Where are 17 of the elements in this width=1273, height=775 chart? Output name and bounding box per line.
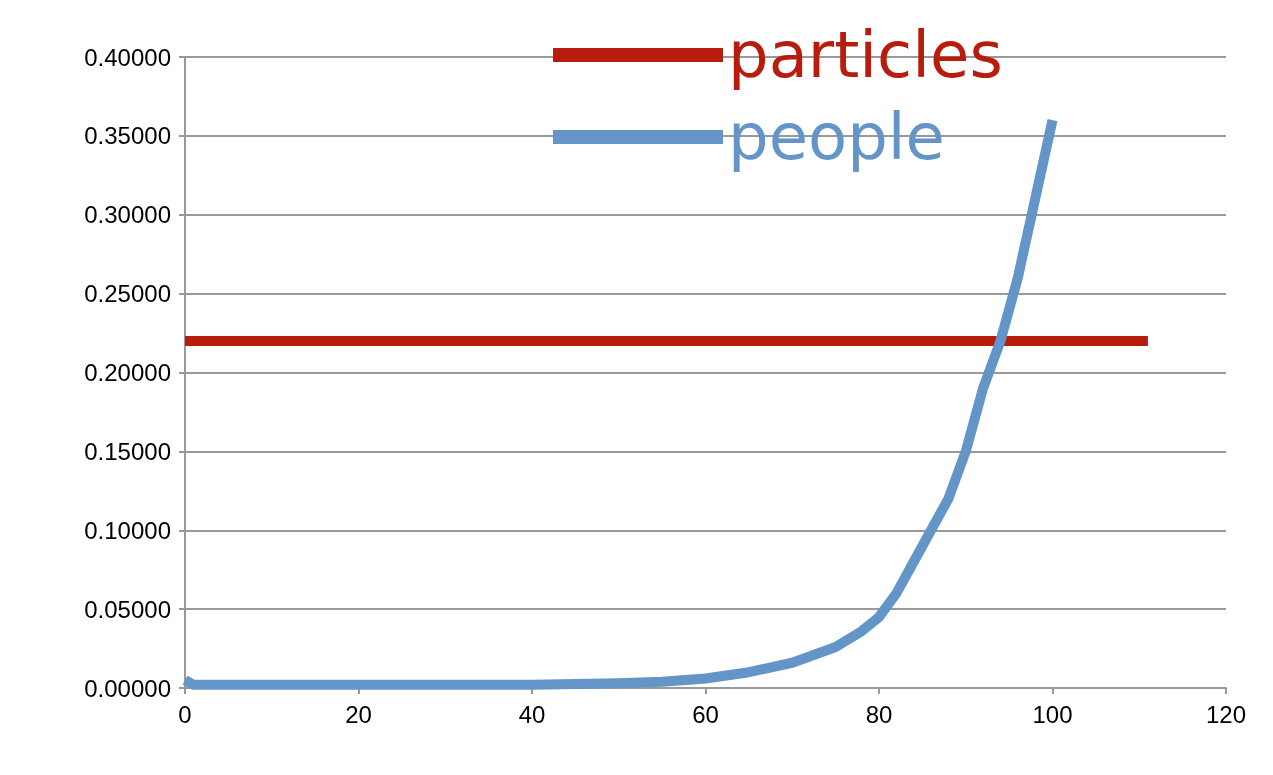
y-tick-label: 0.25000 (84, 280, 171, 308)
x-tick-label: 80 (865, 700, 893, 728)
x-tick-label: 120 (1205, 700, 1247, 728)
legend-label: particles (728, 18, 1003, 92)
x-tick-label: 60 (692, 700, 719, 728)
x-tick-label: 0 (178, 700, 192, 728)
y-tick-label: 0.15000 (84, 437, 171, 465)
y-tick-label: 0.05000 (84, 595, 171, 623)
y-tick-label: 0.30000 (84, 201, 171, 229)
x-tick-label: 40 (518, 700, 546, 728)
y-tick-label: 0.35000 (84, 122, 171, 150)
x-tick-label: 20 (345, 700, 372, 728)
y-tick-label: 0.10000 (84, 516, 171, 544)
y-tick-label: 0.20000 (84, 359, 171, 386)
x-tick-label: 100 (1032, 700, 1073, 728)
y-tick-label: 0.40000 (84, 43, 171, 71)
y-tick-label: 0.00000 (84, 674, 171, 702)
